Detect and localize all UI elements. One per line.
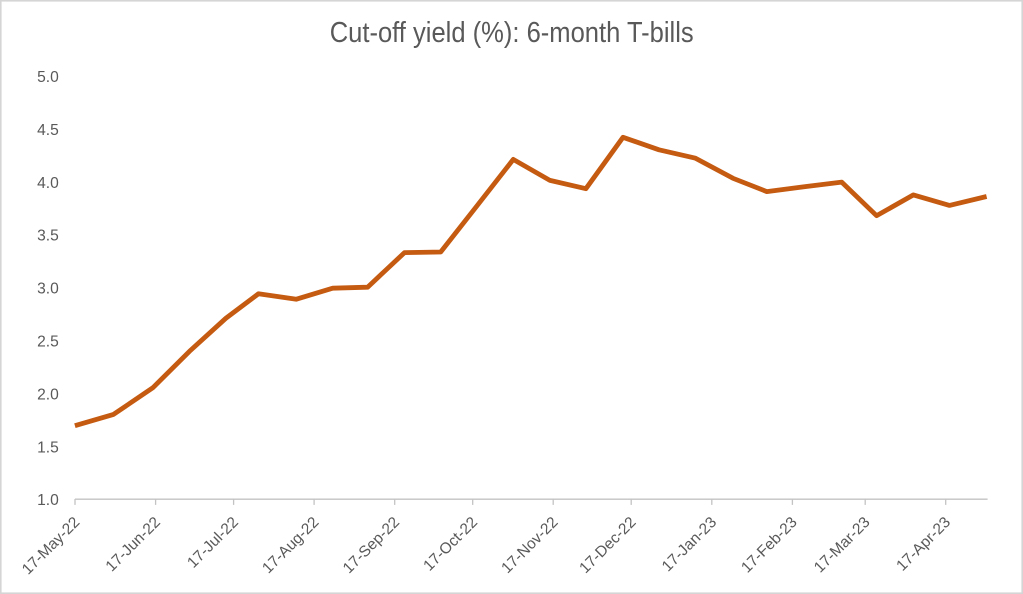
svg-text:4.0: 4.0 (37, 175, 59, 192)
svg-text:5.0: 5.0 (37, 69, 59, 86)
svg-text:3.0: 3.0 (37, 281, 59, 298)
svg-text:1.5: 1.5 (37, 439, 59, 456)
svg-text:3.5: 3.5 (37, 228, 59, 245)
svg-text:2.5: 2.5 (37, 334, 59, 351)
svg-text:4.5: 4.5 (37, 122, 59, 139)
svg-text:Cut-off yield (%): 6-month T-b: Cut-off yield (%): 6-month T-bills (330, 16, 694, 48)
svg-text:2.0: 2.0 (37, 386, 59, 403)
svg-text:1.0: 1.0 (37, 492, 59, 509)
